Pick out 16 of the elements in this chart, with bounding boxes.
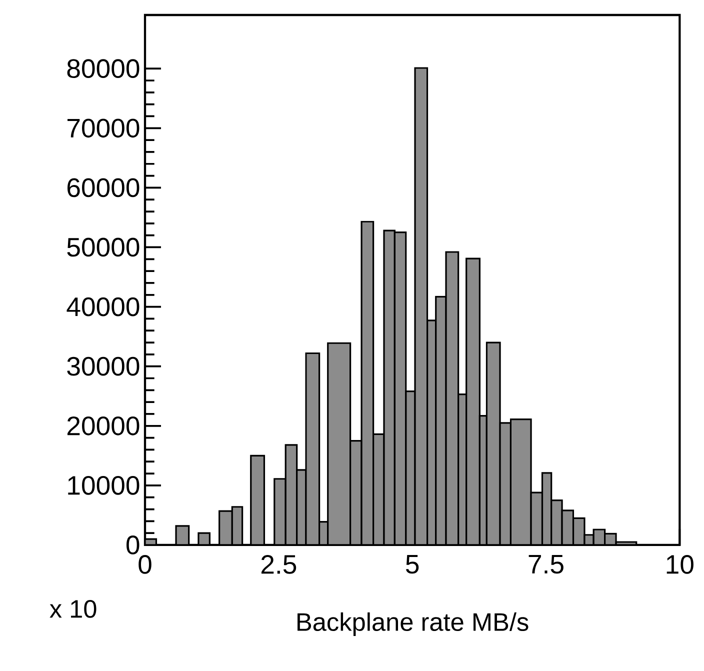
text: x 10 [50, 600, 96, 618]
x-tick-label: 7.5 [528, 555, 564, 574]
y-tick-label: 80000 [67, 59, 140, 78]
y-tick-label: 60000 [68, 178, 140, 198]
y-tick-label: 10000 [68, 476, 140, 495]
y-tick-label: 20000 [67, 416, 140, 436]
y-tick-label: 70000 [68, 118, 140, 138]
x-tick-label: 0 [138, 555, 152, 574]
y-tick-label: 30000 [67, 356, 140, 376]
x-axis-title: Backplane rate MB/s [298, 612, 528, 636]
x-tick-label: 5 [406, 555, 419, 574]
y-tick-label: 50000 [67, 238, 140, 257]
y-tick-label: 0 [126, 536, 140, 554]
y-tick-label: 40000 [66, 297, 140, 316]
x-tick-label: 10 [666, 555, 694, 574]
x-tick-label: 2.5 [261, 555, 296, 574]
